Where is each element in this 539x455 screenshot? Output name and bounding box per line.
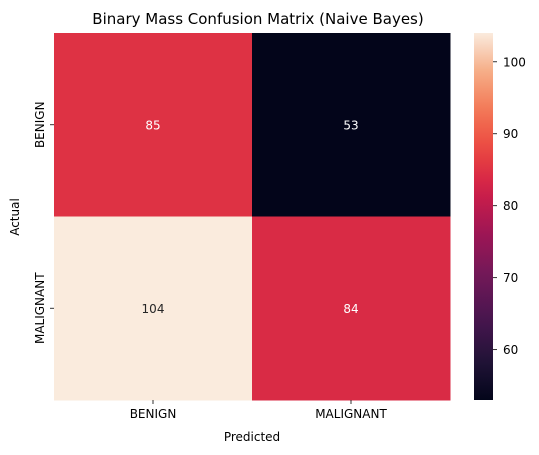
- heatmap-cells: [54, 33, 451, 401]
- heatmap-cell: [54, 216, 253, 401]
- x-tick-label: MALIGNANT: [315, 407, 387, 421]
- cell-value-label: 53: [343, 118, 358, 132]
- y-axis: BENIGN MALIGNANT: [33, 101, 54, 344]
- y-axis-label: Actual: [8, 198, 22, 236]
- colorbar: 60 70 80 90 100: [474, 33, 526, 400]
- colorbar-tick-label: 90: [503, 127, 518, 141]
- colorbar-gradient: [474, 33, 493, 400]
- heatmap-cell: [252, 33, 451, 217]
- y-tick-label: MALIGNANT: [33, 272, 47, 344]
- y-tick-label: BENIGN: [33, 101, 47, 148]
- cell-value-label: 104: [142, 302, 165, 316]
- chart-title: Binary Mass Confusion Matrix (Naive Baye…: [92, 10, 423, 28]
- heatmap-cell: [54, 33, 253, 217]
- colorbar-tick-label: 70: [503, 271, 518, 285]
- x-tick-label: BENIGN: [130, 407, 177, 421]
- cell-annotations: 85 53 104 84: [142, 118, 359, 316]
- colorbar-tick-label: 80: [503, 199, 518, 213]
- x-axis: BENIGN MALIGNANT: [130, 400, 387, 421]
- cell-value-label: 85: [145, 118, 160, 132]
- cell-value-label: 84: [343, 302, 358, 316]
- heatmap-cell: [252, 216, 451, 401]
- x-axis-label: Predicted: [224, 430, 280, 444]
- colorbar-tick-label: 60: [503, 343, 518, 357]
- colorbar-tick-label: 100: [503, 55, 526, 69]
